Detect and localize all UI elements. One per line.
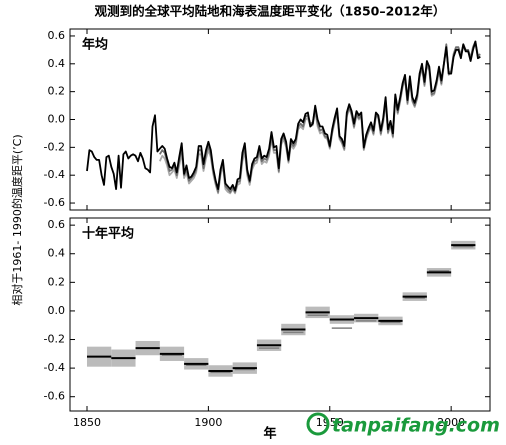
y-tick-label: 0.6 — [48, 218, 66, 231]
y-tick-label: -0.4 — [44, 361, 65, 374]
y-tick-label: -0.6 — [44, 196, 65, 209]
y-tick-label: -0.2 — [44, 333, 65, 346]
y-tick-label: 0.0 — [48, 304, 66, 317]
y-tick-label: 0.4 — [48, 247, 66, 260]
plot-frame — [69, 28, 491, 211]
y-tick-label: 0.2 — [48, 275, 66, 288]
y-tick-label: 0.0 — [48, 113, 66, 126]
plot-frame — [69, 217, 491, 412]
watermark: tanpaifang.com — [332, 415, 500, 437]
y-tick-label: -0.4 — [44, 168, 65, 181]
y-tick-label: 0.2 — [48, 85, 66, 98]
series-line — [86, 40, 481, 192]
series-line — [159, 40, 481, 193]
y-tick-label: -0.6 — [44, 390, 65, 403]
x-tick-label: 1900 — [194, 416, 222, 429]
series-line — [158, 42, 481, 195]
y-axis-label: 相对于1961- 1990的温度距平(’C) — [10, 134, 24, 305]
y-tick-label: -0.2 — [44, 140, 65, 153]
x-tick-label: 2000 — [437, 416, 465, 429]
y-tick-label: 0.6 — [48, 29, 66, 42]
watermark-logo — [306, 412, 330, 436]
x-tick-label: 1850 — [73, 416, 101, 429]
y-tick-label: 0.4 — [48, 57, 66, 70]
x-axis-label: 年 — [263, 426, 276, 442]
x-tick-label: 1950 — [316, 416, 344, 429]
panel-label: 十年平均 — [82, 226, 134, 242]
chart-title: 观测到的全球平均陆地和海表温度距平变化（1850–2012年） — [95, 4, 446, 19]
panel-label: 年均 — [82, 37, 108, 53]
